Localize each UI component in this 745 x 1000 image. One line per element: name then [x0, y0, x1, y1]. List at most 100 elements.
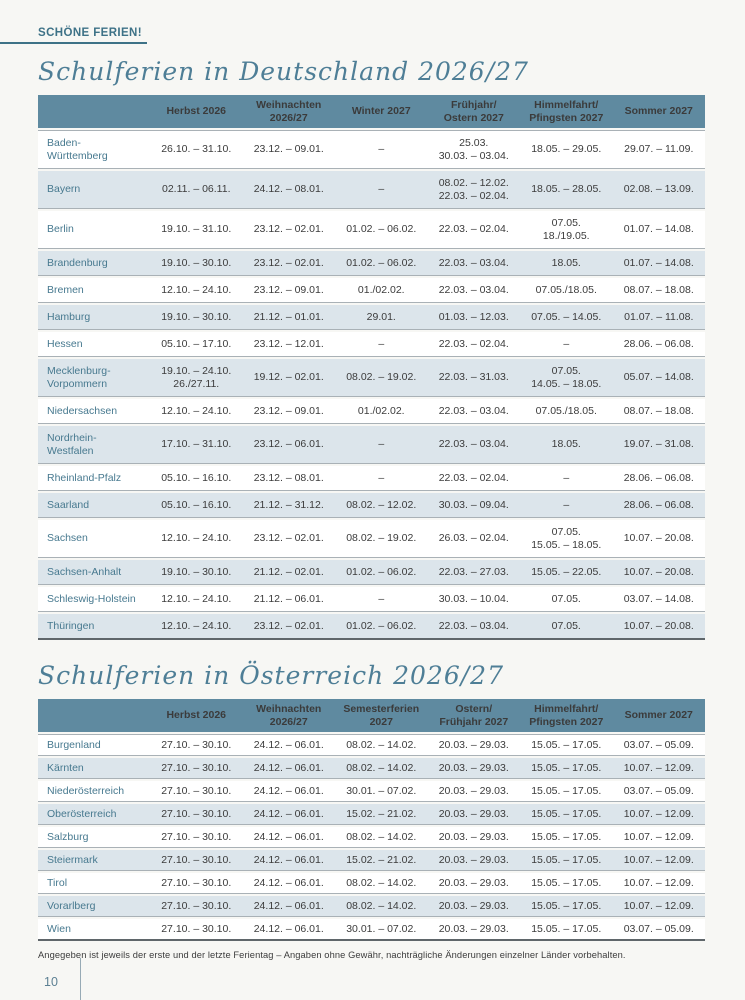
state-name: Bremen	[47, 283, 84, 296]
date-cell: 08.02. – 14.02.	[346, 830, 417, 843]
date-cell: 30.03. – 09.04.	[438, 498, 509, 511]
column-header: Sommer 2027	[624, 709, 693, 722]
date-cell: 30.03. – 10.04.	[438, 592, 509, 605]
date-cell: 29.07. – 11.09.	[624, 143, 694, 155]
date-cell: 22.03. – 03.04.	[438, 256, 509, 269]
table-header-row: Herbst 2026 Weihnachten 2026/27 Winter 202…	[38, 95, 705, 128]
date-cell: 15.05. – 17.05.	[531, 738, 602, 751]
date-cell: 07.05./18.05.	[535, 283, 597, 296]
date-cell: 01.07. – 11.08.	[624, 310, 694, 323]
page-kicker: SCHÖNE FERIEN!	[38, 27, 147, 44]
date-cell: 03.07. – 05.09.	[623, 784, 694, 797]
state-name: Oberösterreich	[47, 807, 117, 820]
date-cell: 07.05. 14.05. – 18.05.	[531, 364, 602, 390]
state-name: Mecklenburg- Vorpommern	[47, 364, 111, 390]
column-header: Herbst 2026	[166, 709, 227, 722]
date-cell: –	[563, 337, 570, 350]
date-cell: 20.03. – 29.03.	[438, 784, 509, 797]
state-name: Nordrhein- Westfalen	[47, 431, 97, 457]
date-cell: 10.07. – 20.08.	[623, 619, 694, 632]
state-name: Wien	[47, 922, 71, 935]
date-cell: 12.10. – 24.10.	[161, 619, 232, 632]
date-cell: 10.07. – 12.09.	[623, 761, 694, 774]
state-name: Hamburg	[47, 310, 91, 323]
date-cell: 27.10. – 30.10.	[161, 876, 232, 889]
date-cell: –	[378, 592, 385, 605]
date-cell: 07.05./18.05.	[535, 404, 597, 417]
date-cell: 24.12. – 06.01.	[253, 899, 324, 912]
date-cell: 15.02. – 21.02.	[346, 807, 417, 820]
date-cell: 08.02. – 14.02.	[346, 738, 417, 751]
date-cell: 30.01. – 07.02.	[346, 784, 417, 797]
date-cell: 20.03. – 29.03.	[438, 922, 509, 935]
date-cell: 18.05. – 28.05.	[531, 183, 602, 195]
date-cell: 15.02. – 21.02.	[346, 853, 417, 866]
column-header: Weihnachten 2026/27	[256, 703, 322, 728]
date-cell: 12.10. – 24.10.	[161, 283, 232, 296]
date-cell: 23.12. – 06.01.	[253, 438, 324, 450]
table-row: Vorarlberg 27.10. – 30.10. 24.12. – 06.01.…	[38, 896, 705, 917]
date-cell: –	[378, 337, 385, 350]
date-cell: 01.02. – 06.02.	[346, 256, 417, 269]
date-cell: 22.03. – 03.04.	[438, 283, 509, 296]
date-cell: 22.03. – 27.03.	[438, 565, 509, 578]
table-row: Bremen 12.10. – 24.10. 23.12. – 09.01. 01./…	[38, 278, 705, 303]
table-row: Schleswig-Holstein 12.10. – 24.10. 21.12. …	[38, 587, 705, 612]
date-cell: 08.02. – 14.02.	[346, 876, 417, 889]
date-cell: 27.10. – 30.10.	[161, 899, 232, 912]
date-cell: 24.12. – 06.01.	[253, 830, 324, 843]
date-cell: 21.12. – 02.01.	[253, 565, 324, 578]
date-cell: 27.10. – 30.10.	[161, 738, 232, 751]
date-cell: 27.10. – 30.10.	[161, 922, 232, 935]
table-row: Niedersachsen 12.10. – 24.10. 23.12. – 09.…	[38, 399, 705, 424]
state-name: Niedersachsen	[47, 404, 118, 417]
state-name: Hessen	[47, 337, 83, 350]
table-row: Nordrhein- Westfalen 17.10. – 31.10. 23.12…	[38, 426, 705, 464]
date-cell: 03.07. – 05.09.	[623, 922, 694, 935]
table-row: Sachsen-Anhalt 19.10. – 30.10. 21.12. – 02…	[38, 560, 705, 585]
table-row: Niederösterreich 27.10. – 30.10. 24.12. – …	[38, 781, 705, 802]
table-row: Kärnten 27.10. – 30.10. 24.12. – 06.01. 08.…	[38, 758, 705, 779]
date-cell: 01.02. – 06.02.	[346, 619, 417, 632]
table-row: Berlin 19.10. – 31.10. 23.12. – 02.01. 01.0…	[38, 211, 705, 249]
date-cell: 12.10. – 24.10.	[161, 404, 232, 417]
state-name: Salzburg	[47, 830, 89, 843]
date-cell: 24.12. – 06.01.	[253, 784, 324, 797]
date-cell: –	[563, 498, 570, 511]
table-row: Oberösterreich 27.10. – 30.10. 24.12. – 06…	[38, 804, 705, 825]
table-row: Hamburg 19.10. – 30.10. 21.12. – 01.01. 29.…	[38, 305, 705, 330]
footnote-text: Angegeben ist jeweils der erste und der …	[38, 950, 626, 960]
state-name: Vorarlberg	[47, 899, 96, 912]
date-cell: 03.07. – 14.08.	[623, 592, 694, 605]
date-cell: 05.07. – 14.08.	[623, 371, 694, 383]
table-row: Saarland 05.10. – 16.10. 21.12. – 31.12. 08…	[38, 493, 705, 518]
date-cell: 23.12. – 09.01.	[253, 143, 324, 155]
state-name: Saarland	[47, 498, 90, 511]
column-header: Himmelfahrt/ Pfingsten 2027	[529, 703, 604, 728]
date-cell: 23.12. – 12.01.	[253, 337, 324, 350]
date-cell: 21.12. – 01.01.	[253, 310, 324, 323]
date-cell: 24.12. – 06.01.	[253, 738, 324, 751]
date-cell: 20.03. – 29.03.	[438, 853, 509, 866]
column-header: Himmelfahrt/ Pfingsten 2027	[529, 99, 604, 124]
date-cell: 08.02. – 19.02.	[346, 532, 417, 544]
date-cell: 23.12. – 02.01.	[253, 256, 324, 269]
date-cell: 22.03. – 03.04.	[438, 404, 509, 417]
date-cell: 28.06. – 06.08.	[623, 498, 694, 511]
date-cell: 25.03. 30.03. – 03.04.	[438, 136, 509, 162]
date-cell: 29.01.	[366, 310, 396, 323]
date-cell: 22.03. – 02.04.	[438, 471, 509, 484]
date-cell: 10.07. – 12.09.	[623, 807, 694, 820]
date-cell: 07.05.	[551, 592, 581, 605]
date-cell: 24.12. – 06.01.	[253, 807, 324, 820]
date-cell: 22.03. – 03.04.	[438, 438, 509, 450]
table-row: Sachsen 12.10. – 24.10. 23.12. – 02.01. 08.…	[38, 520, 705, 558]
table-row: Hessen 05.10. – 17.10. 23.12. – 12.01. – 22.…	[38, 332, 705, 357]
date-cell: 07.05. – 14.05.	[531, 310, 602, 323]
state-name: Schleswig-Holstein	[47, 592, 136, 605]
date-cell: –	[378, 471, 385, 484]
date-cell: 15.05. – 17.05.	[531, 853, 602, 866]
date-cell: 08.02. – 14.02.	[346, 899, 417, 912]
date-cell: 15.05. – 17.05.	[531, 830, 602, 843]
